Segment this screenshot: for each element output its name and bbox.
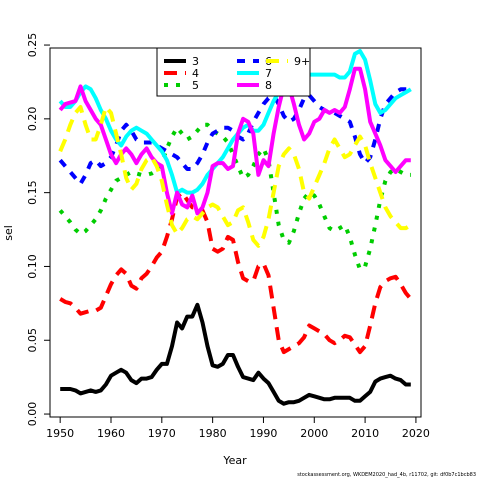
- legend: 3456789+: [156, 47, 311, 97]
- x-tick-label: 1980: [199, 427, 227, 440]
- legend-label-9plus: 9+: [294, 55, 310, 68]
- legend-box: [156, 47, 311, 97]
- x-tick-label: 1990: [249, 427, 277, 440]
- axes: 1950 1960 1970 1980 1990 2000 2010 2020 0.00 0.05…: [26, 33, 430, 440]
- y-axis-title: sel: [2, 225, 15, 241]
- series-line-4: [59, 190, 413, 355]
- legend-label-4: 4: [192, 67, 199, 80]
- x-tick-label: 1950: [46, 427, 74, 440]
- legend-label-5: 5: [192, 79, 199, 92]
- series-line-3: [60, 302, 411, 406]
- legend-label-7: 7: [265, 67, 272, 80]
- x-tick-label: 2000: [300, 427, 328, 440]
- x-axis-title: Year: [222, 454, 247, 467]
- series-lines: [58, 49, 413, 406]
- series-line-7: [58, 49, 412, 195]
- plot-frame: [49, 47, 422, 418]
- y-tick-label: 0.10: [26, 254, 39, 279]
- y-tick-label: 0.20: [26, 107, 39, 131]
- legend-label-8: 8: [265, 79, 272, 92]
- x-tick-label: 1960: [97, 427, 125, 440]
- footer-credit: stockassessment.org, WKDEM2020_had_4b, r…: [297, 472, 476, 478]
- series-line-8: [58, 66, 411, 216]
- x-tick-label: 1970: [148, 427, 176, 440]
- y-tick-label: 0.05: [26, 328, 39, 353]
- series-line-9plus: [58, 105, 412, 248]
- x-tick-label: 2010: [351, 427, 379, 440]
- x-tick-label: 2020: [402, 427, 430, 440]
- y-tick-label: 0.00: [26, 402, 39, 427]
- legend-label-3: 3: [192, 55, 199, 68]
- y-tick-label: 0.15: [26, 180, 39, 205]
- y-tick-label: 0.25: [26, 33, 39, 58]
